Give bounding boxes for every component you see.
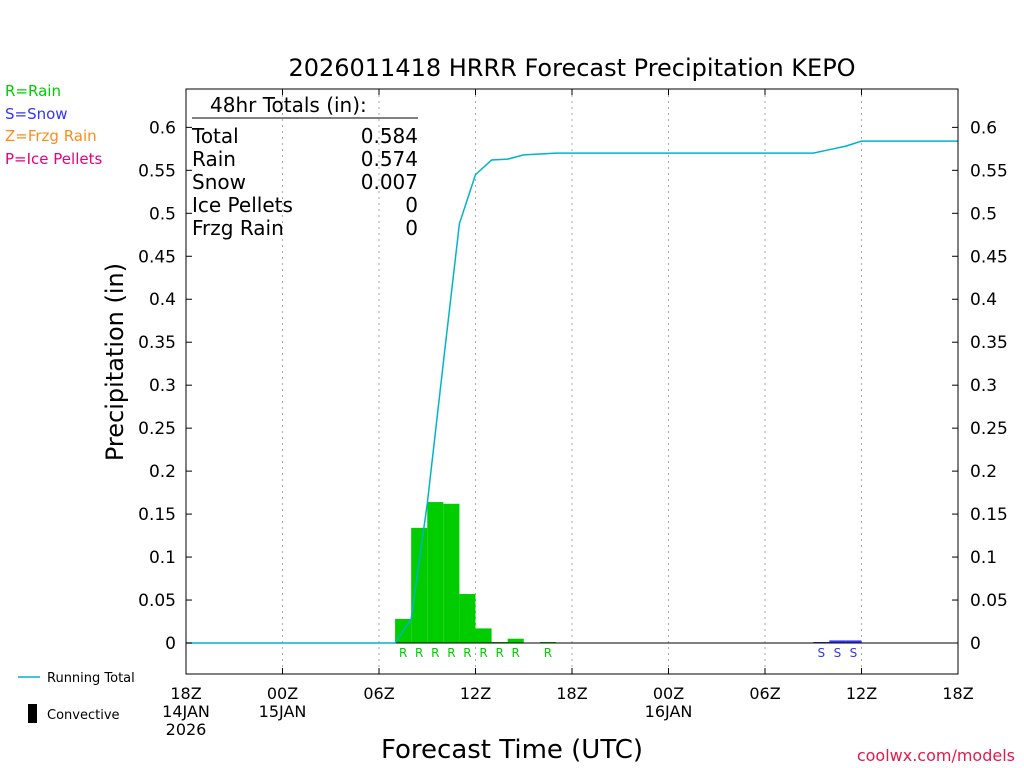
bottom-legend: Running Total Convective bbox=[18, 671, 135, 723]
y-tick-label-right-11: 0.55 bbox=[970, 161, 1008, 181]
type-legend-snow: S=Snow bbox=[5, 105, 68, 123]
y-tick-label-right-5: 0.25 bbox=[970, 419, 1008, 439]
x-tick-label-5-1: 16JAN bbox=[645, 702, 693, 721]
grid-lines bbox=[282, 89, 862, 674]
y-tick-label-right-12: 0.6 bbox=[970, 118, 997, 138]
rain-bar-7 bbox=[507, 638, 524, 643]
x-tick-label-1-0: 00Z bbox=[267, 684, 298, 703]
type-legend: R=Rain S=Snow Z=Frzg Rain P=Ice Pellets bbox=[5, 82, 102, 168]
totals-row-frzg-label: Frzg Rain bbox=[192, 216, 284, 240]
y-tick-label-left-2: 0.1 bbox=[149, 548, 176, 568]
ptype-marker-7: R bbox=[512, 646, 520, 660]
totals-row-ice-value: 0 bbox=[405, 193, 418, 217]
y-tick-label-left-6: 0.3 bbox=[149, 376, 176, 396]
x-tick-label-0-1: 14JAN bbox=[162, 702, 210, 721]
totals-box: 48hr Totals (in): Total 0.584 Rain 0.574… bbox=[191, 93, 418, 240]
ptype-marker-1: R bbox=[415, 646, 423, 660]
x-tick-label-3-0: 12Z bbox=[460, 684, 491, 703]
plot-frame bbox=[185, 88, 959, 675]
y-tick-label-left-11: 0.55 bbox=[138, 161, 176, 181]
ptype-marker-10: S bbox=[834, 646, 842, 660]
y-tick-labels: 0 00.05 0.050.1 0.10.15 0.150.2 0.20.25 0.250.… bbox=[138, 118, 1008, 654]
snow-bar-1 bbox=[829, 640, 846, 643]
ptype-marker-2: R bbox=[431, 646, 439, 660]
y-tick-label-right-6: 0.3 bbox=[970, 376, 997, 396]
y-tick-label-left-0: 0 bbox=[165, 634, 176, 654]
y-tick-label-right-10: 0.5 bbox=[970, 204, 997, 224]
x-tick-label-5-0: 00Z bbox=[653, 684, 684, 703]
y-tick-label-left-12: 0.6 bbox=[149, 118, 176, 138]
ptype-marker-5: R bbox=[479, 646, 487, 660]
x-tick-label-6-0: 06Z bbox=[749, 684, 780, 703]
convective-legend-label: Convective bbox=[47, 708, 120, 723]
totals-row-snow-value: 0.007 bbox=[361, 170, 418, 194]
y-tick-label-left-7: 0.35 bbox=[138, 333, 176, 353]
y-tick-label-left-10: 0.5 bbox=[149, 204, 176, 224]
y-tick-label-right-4: 0.2 bbox=[970, 462, 997, 482]
ptype-marker-3: R bbox=[447, 646, 455, 660]
ptype-marker-11: S bbox=[850, 646, 858, 660]
ptype-marker-8: R bbox=[544, 646, 552, 660]
x-tick-label-7-0: 12Z bbox=[846, 684, 877, 703]
ptype-marker-9: S bbox=[817, 646, 825, 660]
totals-row-total-value: 0.584 bbox=[361, 124, 418, 148]
running-total-legend-label: Running Total bbox=[47, 671, 135, 686]
snow-bar-2 bbox=[845, 640, 862, 643]
y-tick-label-right-1: 0.05 bbox=[970, 591, 1008, 611]
y-tick-label-left-5: 0.25 bbox=[138, 419, 176, 439]
type-legend-ice-pellets: P=Ice Pellets bbox=[5, 150, 102, 168]
y-tick-label-left-3: 0.15 bbox=[138, 505, 176, 525]
y-tick-label-right-3: 0.15 bbox=[970, 505, 1008, 525]
rain-bar-3 bbox=[443, 503, 460, 643]
rain-bar-2 bbox=[427, 502, 444, 643]
y-tick-label-left-1: 0.05 bbox=[138, 591, 176, 611]
x-tick-label-4-0: 18Z bbox=[556, 684, 587, 703]
y-tick-label-right-2: 0.1 bbox=[970, 548, 997, 568]
convective-legend-swatch bbox=[28, 704, 37, 723]
y-tick-label-right-0: 0 bbox=[970, 634, 981, 654]
totals-row-frzg-value: 0 bbox=[405, 216, 418, 240]
totals-header: 48hr Totals (in): bbox=[210, 93, 367, 117]
y-axis-label: Precipitation (in) bbox=[101, 263, 129, 461]
totals-row-rain-label: Rain bbox=[192, 147, 236, 171]
y-tick-label-left-9: 0.45 bbox=[138, 247, 176, 267]
x-tick-label-8-0: 18Z bbox=[942, 684, 973, 703]
rain-bar-4 bbox=[459, 594, 476, 643]
chart-title: 2026011418 HRRR Forecast Precipitation K… bbox=[288, 54, 855, 82]
type-legend-frzg-rain: Z=Frzg Rain bbox=[5, 127, 97, 145]
ptype-marker-0: R bbox=[399, 646, 407, 660]
x-tick-label-2-0: 06Z bbox=[363, 684, 394, 703]
x-tick-label-0-0: 18Z bbox=[170, 684, 201, 703]
totals-row-snow-label: Snow bbox=[192, 170, 246, 194]
ptype-marker-6: R bbox=[495, 646, 503, 660]
y-tick-label-right-8: 0.4 bbox=[970, 290, 997, 310]
totals-row-ice-label: Ice Pellets bbox=[192, 193, 293, 217]
rain-bar-5 bbox=[475, 628, 492, 643]
x-axis-label: Forecast Time (UTC) bbox=[381, 735, 643, 765]
type-legend-rain: R=Rain bbox=[5, 82, 61, 100]
y-tick-label-left-8: 0.4 bbox=[149, 290, 176, 310]
y-tick-label-right-9: 0.45 bbox=[970, 247, 1008, 267]
y-tick-label-left-4: 0.2 bbox=[149, 462, 176, 482]
running-total-line-group bbox=[186, 140, 958, 644]
ptype-marker-4: R bbox=[463, 646, 471, 660]
totals-row-rain-value: 0.574 bbox=[361, 147, 418, 171]
precip-bars bbox=[186, 502, 958, 644]
credit-text: coolwx.com/models bbox=[857, 746, 1015, 765]
running-total-line bbox=[186, 140, 958, 644]
x-tick-label-0-2: 2026 bbox=[166, 720, 207, 739]
x-tick-label-1-1: 15JAN bbox=[259, 702, 307, 721]
rain-bar-1 bbox=[411, 527, 428, 643]
plot-border bbox=[185, 88, 959, 675]
totals-row-total-label: Total bbox=[191, 124, 239, 148]
y-tick-label-right-7: 0.35 bbox=[970, 333, 1008, 353]
